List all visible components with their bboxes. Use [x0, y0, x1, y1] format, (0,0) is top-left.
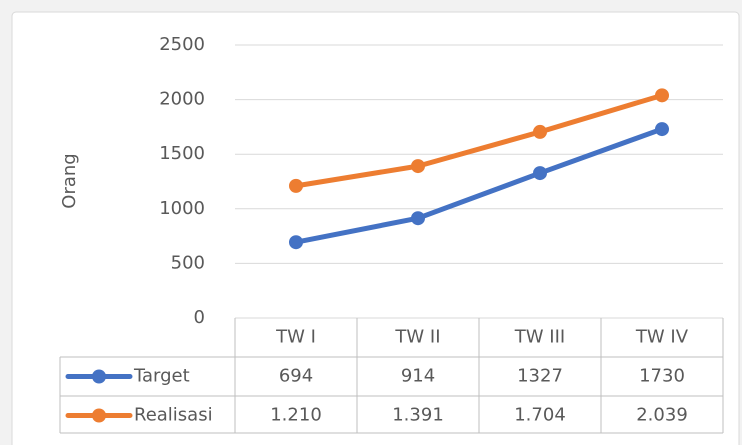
point [655, 122, 669, 137]
table-value: 1.391 [392, 405, 444, 426]
y-axis-label: Orang [59, 153, 80, 208]
table-value: 1.704 [514, 405, 566, 426]
y-tick-label: 1500 [159, 143, 205, 164]
point [289, 178, 303, 193]
table-value: 1730 [639, 366, 685, 387]
x-tick-label: TW IV [635, 327, 689, 348]
x-tick-label: TW III [514, 327, 565, 348]
point [289, 235, 303, 250]
legend-marker [92, 369, 106, 384]
y-tick-label: 0 [194, 307, 205, 328]
y-tick-label: 2000 [159, 89, 205, 110]
table-value: 914 [401, 366, 435, 387]
point [655, 88, 669, 103]
legend-marker [92, 408, 106, 423]
legend-label: Realisasi [134, 405, 213, 426]
series-line [293, 92, 665, 189]
point [533, 166, 547, 181]
legend-label: Target [133, 366, 190, 387]
table-value: 2.039 [636, 405, 688, 426]
series-line [293, 126, 665, 245]
point [411, 159, 425, 174]
x-tick-label: TW II [394, 327, 440, 348]
point [411, 211, 425, 226]
table-value: 1327 [517, 366, 563, 387]
y-tick-label: 500 [171, 252, 205, 273]
table-value: 1.210 [270, 405, 322, 426]
y-tick-label: 2500 [159, 34, 205, 55]
y-tick-label: 1000 [159, 198, 205, 219]
table-value: 694 [279, 366, 313, 387]
x-tick-label: TW I [275, 327, 316, 348]
point [533, 124, 547, 139]
